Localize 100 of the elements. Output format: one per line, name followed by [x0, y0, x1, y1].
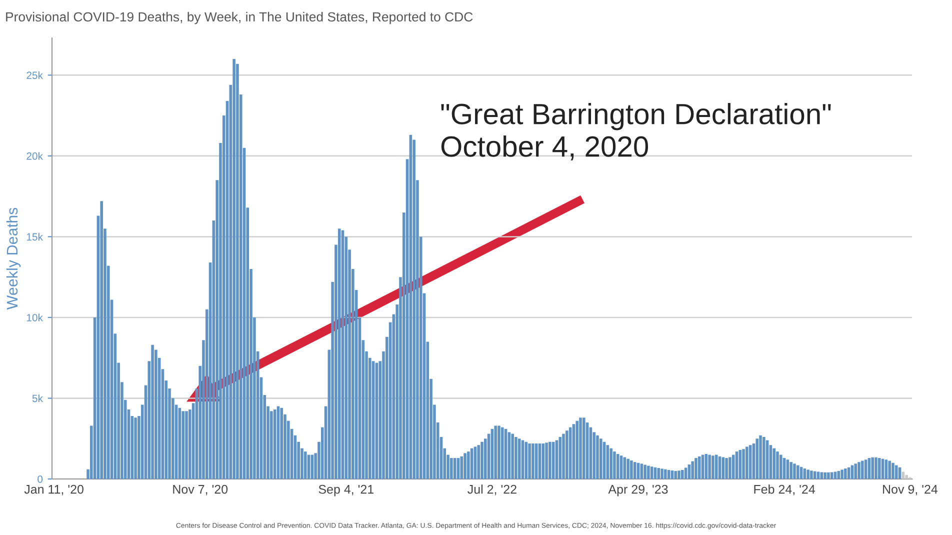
bar — [820, 472, 824, 479]
x-tick-label: Nov 7, '20 — [173, 484, 228, 496]
bar — [596, 435, 599, 479]
bar — [450, 458, 453, 479]
bar — [698, 456, 701, 479]
bar — [905, 474, 908, 479]
bar — [623, 457, 626, 479]
bar — [508, 432, 511, 479]
y-tick-label: 15k — [26, 232, 43, 241]
bar — [660, 468, 664, 479]
bar — [840, 470, 844, 479]
bar — [735, 452, 738, 479]
bar — [477, 445, 480, 479]
bar — [464, 453, 466, 479]
bar — [548, 442, 552, 479]
bar — [232, 59, 236, 479]
bar — [640, 464, 644, 479]
bar — [786, 460, 790, 479]
bar — [827, 472, 830, 479]
bar — [694, 458, 698, 479]
bar — [375, 362, 378, 479]
bar — [796, 465, 800, 479]
bar — [782, 458, 786, 479]
bar — [273, 410, 276, 479]
bar — [409, 134, 412, 479]
bar — [576, 420, 578, 479]
bar — [460, 456, 464, 479]
bar — [834, 472, 837, 479]
bar — [280, 408, 283, 479]
bar — [528, 443, 531, 479]
bar — [830, 472, 834, 479]
bar — [178, 408, 182, 479]
bar — [888, 460, 891, 479]
x-tick-label: Jan 11, '20 — [24, 484, 84, 496]
bar — [772, 448, 776, 479]
bar — [630, 460, 633, 479]
bar — [678, 470, 680, 479]
bar — [762, 437, 766, 479]
bar — [538, 443, 542, 479]
bar — [681, 470, 684, 479]
bar — [579, 418, 582, 479]
bar — [688, 464, 691, 479]
bar — [746, 446, 748, 479]
bar — [100, 201, 103, 479]
bar — [902, 472, 905, 479]
bar — [748, 445, 752, 479]
bar — [837, 470, 840, 479]
bar — [610, 448, 612, 479]
bar — [803, 468, 806, 479]
bar — [813, 471, 816, 479]
bar — [504, 428, 508, 479]
bar — [766, 440, 769, 479]
bar — [616, 454, 620, 479]
y-tick-label: 0 — [38, 476, 43, 483]
chart-title: Provisional COVID-19 Deaths, by Week, in The United States, Reported to CDC — [6, 12, 473, 24]
bar — [490, 428, 494, 479]
y-axis-title: Weekly Deaths — [6, 208, 21, 310]
bar — [456, 458, 460, 479]
bar — [691, 461, 694, 479]
y-tick-label: 25k — [26, 71, 43, 80]
x-tick-label: Nov 9, '24 — [883, 484, 938, 496]
bar — [722, 457, 725, 479]
bar — [756, 438, 759, 479]
bar — [894, 465, 898, 479]
x-tick-label: Sep 4, '21 — [318, 484, 374, 496]
bar — [134, 418, 137, 479]
bar — [712, 456, 714, 479]
x-tick-label: Jul 2, '22 — [468, 484, 516, 496]
bar — [620, 456, 623, 479]
bar — [613, 452, 616, 479]
bar — [582, 418, 586, 479]
y-tick-label: 20k — [26, 152, 43, 160]
bar — [182, 411, 184, 479]
bar — [684, 468, 688, 479]
bar — [861, 460, 864, 479]
bar — [644, 464, 646, 479]
bar — [647, 466, 650, 479]
bar — [558, 437, 562, 479]
y-tick-label: 10k — [26, 314, 43, 322]
bar — [599, 438, 602, 479]
bar — [759, 435, 762, 479]
bar — [566, 430, 568, 479]
bar — [657, 468, 660, 479]
bar — [626, 458, 630, 479]
bar — [304, 452, 307, 479]
bar — [338, 228, 341, 479]
bar — [725, 458, 728, 479]
bar — [494, 426, 497, 479]
bar — [276, 406, 280, 479]
bar — [790, 462, 792, 479]
bar — [854, 464, 858, 479]
bar — [871, 457, 874, 479]
bar — [806, 470, 810, 479]
bar — [864, 460, 868, 479]
bar — [714, 454, 718, 479]
bar — [776, 452, 779, 479]
bar — [728, 457, 732, 479]
y-tick-label: 5k — [32, 394, 43, 402]
bar — [474, 446, 477, 479]
bar — [185, 411, 188, 479]
